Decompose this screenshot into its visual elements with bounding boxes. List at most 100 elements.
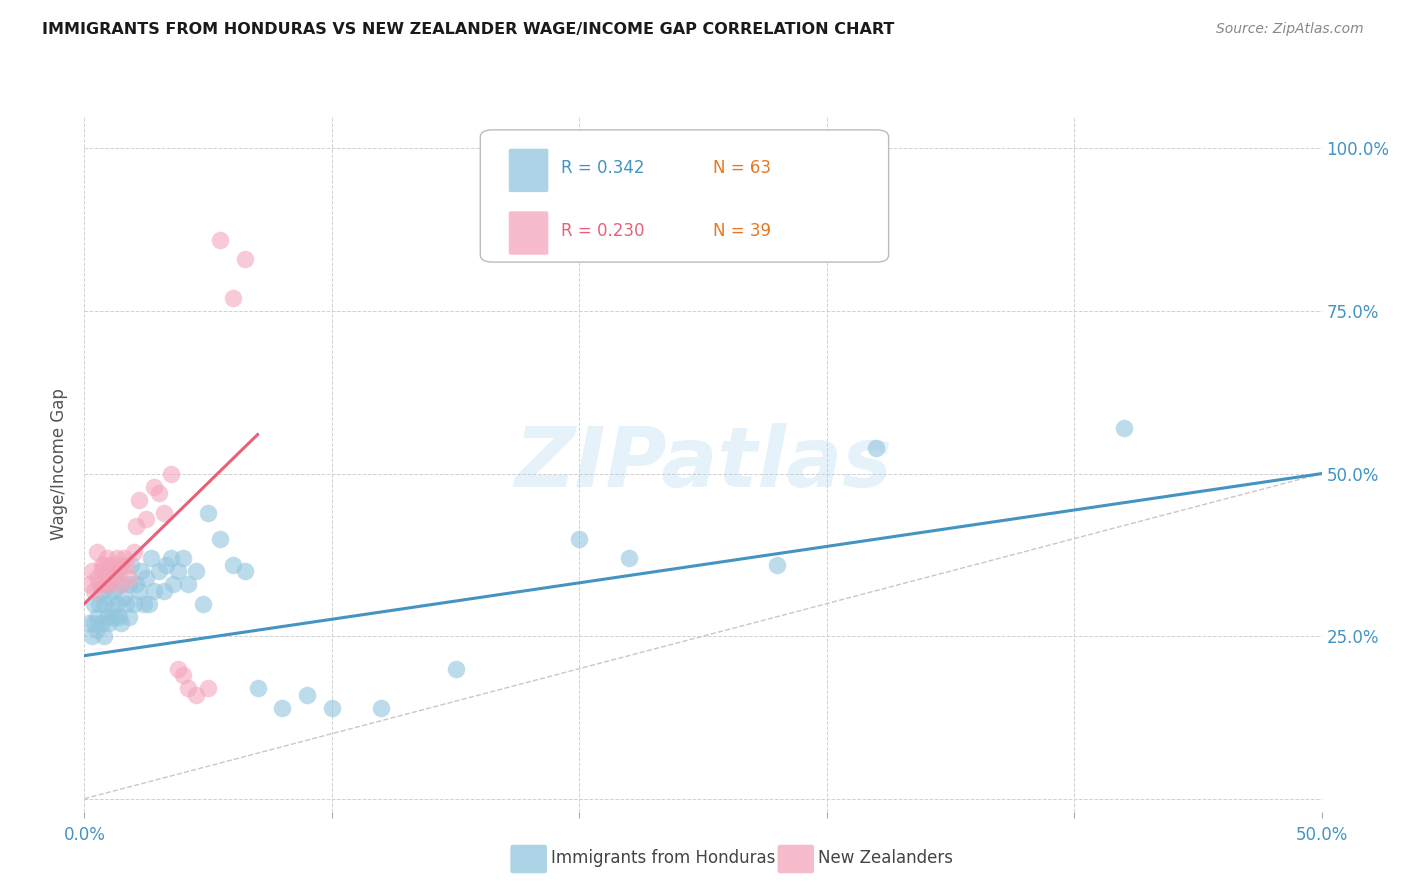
Point — [96, 571, 118, 585]
Point — [98, 590, 121, 604]
Point — [118, 609, 141, 624]
Point — [103, 609, 125, 624]
Point — [115, 597, 138, 611]
Point — [142, 583, 165, 598]
Point — [110, 558, 132, 572]
Point — [110, 616, 132, 631]
Point — [118, 577, 141, 591]
Point — [160, 551, 183, 566]
Text: R = 0.230: R = 0.230 — [561, 222, 644, 240]
Point — [93, 597, 115, 611]
Point — [152, 583, 174, 598]
Point — [246, 681, 269, 695]
Point — [110, 577, 132, 591]
Point — [135, 571, 157, 585]
Point — [132, 597, 155, 611]
Point — [209, 233, 232, 247]
Point — [370, 700, 392, 714]
FancyBboxPatch shape — [481, 130, 889, 262]
Point — [93, 577, 115, 591]
Point — [122, 597, 145, 611]
Point — [167, 662, 190, 676]
Point — [141, 551, 163, 566]
Point — [83, 616, 105, 631]
Point — [93, 629, 115, 643]
Point — [100, 558, 122, 572]
Point — [125, 577, 148, 591]
Point — [172, 668, 194, 682]
Point — [135, 512, 157, 526]
Point — [118, 571, 141, 585]
Point — [222, 558, 245, 572]
Point — [86, 623, 108, 637]
Point — [100, 571, 122, 585]
Y-axis label: Wage/Income Gap: Wage/Income Gap — [51, 388, 69, 540]
Point — [90, 558, 112, 572]
Point — [96, 577, 118, 591]
Text: N = 63: N = 63 — [713, 159, 770, 178]
Point — [138, 597, 160, 611]
Text: ZIPatlas: ZIPatlas — [515, 424, 891, 504]
Point — [148, 564, 170, 578]
Point — [103, 583, 125, 598]
Point — [177, 681, 200, 695]
FancyBboxPatch shape — [509, 149, 548, 192]
Text: N = 39: N = 39 — [713, 222, 770, 240]
Point — [115, 558, 138, 572]
Point — [233, 564, 256, 578]
Point — [184, 564, 207, 578]
Point — [83, 583, 105, 598]
Point — [197, 506, 219, 520]
Point — [120, 558, 142, 572]
Point — [191, 597, 214, 611]
Point — [79, 616, 101, 631]
Point — [271, 700, 294, 714]
Point — [122, 544, 145, 558]
Point — [129, 564, 152, 578]
Point — [444, 662, 467, 676]
Point — [86, 544, 108, 558]
Point — [86, 571, 108, 585]
Point — [90, 583, 112, 598]
Point — [80, 629, 103, 643]
Point — [80, 564, 103, 578]
Point — [96, 551, 118, 566]
Point — [222, 291, 245, 305]
Text: Immigrants from Honduras: Immigrants from Honduras — [551, 849, 776, 867]
Point — [155, 558, 177, 572]
Point — [96, 609, 118, 624]
Point — [148, 486, 170, 500]
Point — [98, 577, 121, 591]
Point — [112, 590, 135, 604]
Point — [83, 597, 105, 611]
Point — [177, 577, 200, 591]
Point — [93, 558, 115, 572]
Point — [90, 616, 112, 631]
Point — [90, 564, 112, 578]
Point — [105, 564, 128, 578]
Point — [89, 597, 111, 611]
Point — [209, 532, 232, 546]
Point — [108, 564, 131, 578]
Point — [1112, 421, 1135, 435]
Text: IMMIGRANTS FROM HONDURAS VS NEW ZEALANDER WAGE/INCOME GAP CORRELATION CHART: IMMIGRANTS FROM HONDURAS VS NEW ZEALANDE… — [42, 22, 894, 37]
Point — [568, 532, 591, 546]
FancyBboxPatch shape — [509, 211, 548, 255]
Point — [197, 681, 219, 695]
Point — [184, 688, 207, 702]
Point — [152, 506, 174, 520]
Point — [142, 480, 165, 494]
Point — [162, 577, 184, 591]
Point — [233, 252, 256, 266]
Point — [100, 603, 122, 617]
Point — [112, 551, 135, 566]
Point — [172, 551, 194, 566]
Point — [103, 571, 125, 585]
Point — [295, 688, 318, 702]
Point — [865, 441, 887, 455]
Point — [105, 551, 128, 566]
Point — [98, 564, 121, 578]
Point — [766, 558, 789, 572]
Text: R = 0.342: R = 0.342 — [561, 159, 644, 178]
Text: New Zealanders: New Zealanders — [818, 849, 953, 867]
